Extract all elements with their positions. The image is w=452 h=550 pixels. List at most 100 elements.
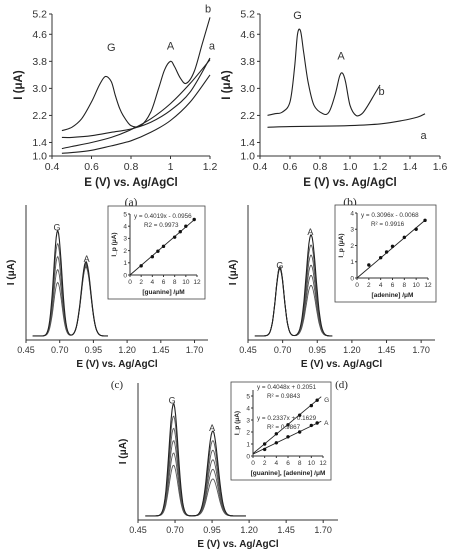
y-tick-label: 5.2 <box>32 9 47 21</box>
series-line-b <box>267 28 381 117</box>
series-line-2 <box>32 265 108 337</box>
x-tick-label: 1.0 <box>343 161 358 173</box>
y-tick-label: 1.0 <box>240 151 255 163</box>
x-tick-label: 0.6 <box>84 161 99 173</box>
x-tick-label: 0.8 <box>124 161 139 173</box>
x-tick-label: 1.20 <box>240 525 258 535</box>
inset-x-tick-label: 6 <box>286 460 290 467</box>
peak-label-G: G <box>53 223 60 233</box>
peak-label-A: A <box>209 423 215 433</box>
inset-equation-A: y = 0.2337x + 0.1629 <box>257 415 317 422</box>
x-axis-label: E (V) vs. Ag/AgCl <box>301 359 383 370</box>
peak-label-A: A <box>337 51 345 63</box>
inset-equation-G: y = 0.4048x + 0.2051 <box>257 384 317 391</box>
series-line-6 <box>145 402 246 517</box>
inset-x-tick-label: 10 <box>413 282 421 289</box>
series-line-b-return <box>61 57 211 139</box>
inset-y-tick-label: 1 <box>246 441 250 448</box>
y-tick-label: 4.6 <box>32 29 47 41</box>
y-tick-label: 4.6 <box>240 29 255 41</box>
x-tick-label: 0.45 <box>239 345 257 355</box>
y-tick-label: 2.2 <box>240 110 255 122</box>
inset-point-A <box>274 441 279 445</box>
inset-point-A <box>262 447 267 452</box>
peak-label-A: A <box>84 254 90 264</box>
y-axis-label: I (μA) <box>228 260 239 286</box>
inset-x-tick-label: 4 <box>151 279 155 286</box>
inset-point <box>172 235 177 239</box>
series-line-5 <box>32 229 108 337</box>
inset-frame <box>230 381 332 481</box>
panel-label: (c) <box>111 379 124 391</box>
inset-point <box>402 235 407 240</box>
inset-y-tick-label: 4 <box>350 210 354 217</box>
x-tick-label: 1 <box>168 161 174 173</box>
inset-point-G <box>286 423 290 427</box>
x-tick-label: 1.20 <box>118 345 136 355</box>
inset-point-A <box>315 421 319 425</box>
inset-x-tick-label: 6 <box>162 279 166 286</box>
inset-y-axis-label: I_p (μA) <box>111 232 118 256</box>
inset-point <box>161 244 166 249</box>
peak-label-G: G <box>107 42 116 54</box>
x-tick-label: 0.4 <box>253 161 268 173</box>
x-tick-label: 1.2 <box>373 161 388 173</box>
y-tick-label: 3.8 <box>240 56 255 68</box>
inset-point-A <box>297 430 302 434</box>
y-tick-label: 5.2 <box>240 9 255 21</box>
panel-c: 0.45 0.70 0.95 1.20 1.45 1.70 E (V) vs. Ag/AgC… <box>6 205 208 391</box>
inset-x-axis-label: [guanine] /μM <box>142 289 184 296</box>
x-tick-label: 0.70 <box>51 345 69 355</box>
x-tick-label: 1.70 <box>412 345 430 355</box>
panel-b: 0.4 0.6 0.8 1.0 1.2 1.4 1.6 1.0 1.4 2.2 3.0 3.8 4.6 5… <box>221 9 447 210</box>
x-tick-label: 1.45 <box>152 345 170 355</box>
inset-point <box>423 218 427 223</box>
curve-label-a: a <box>209 41 216 53</box>
inset-x-tick-label: 4 <box>379 282 383 289</box>
inset-y-tick-label: 5 <box>246 393 250 400</box>
curve-label-b: b <box>205 3 211 15</box>
inset-point <box>139 264 143 268</box>
inset-x-tick-label: 12 <box>424 282 432 289</box>
inset-point <box>414 227 418 231</box>
x-tick-label: 0.70 <box>166 525 184 535</box>
inset-point-G <box>309 403 314 408</box>
inset-point-A <box>309 423 314 428</box>
inset-y-axis-label: I_p (μA) <box>234 411 241 435</box>
peak-label-G: G <box>169 396 176 406</box>
y-axis-label: I (μA) <box>221 70 233 100</box>
axis-lines <box>51 14 210 157</box>
inset-x-tick-label: 2 <box>367 282 371 289</box>
inset-y-tick-label: 5 <box>123 211 127 218</box>
y-axis-label: I (μA) <box>6 260 17 286</box>
y-tick-label: 2.2 <box>32 110 47 122</box>
x-tick-label: 1.6 <box>433 161 448 173</box>
y-axis-label: I (μA) <box>118 439 129 465</box>
inset-x-tick-label: 10 <box>308 460 316 467</box>
inset-y-tick-label: 3 <box>123 236 127 243</box>
y-axis-label: I (μA) <box>13 70 25 100</box>
inset-r2-A: R² = 0.9867 <box>267 424 301 431</box>
series-line-1 <box>32 266 108 337</box>
inset-equation: y = 0.4019x - 0.0956 <box>134 213 192 220</box>
x-tick-label: 1.45 <box>277 525 295 535</box>
inset-point-G <box>262 442 267 446</box>
inset-x-tick-label: 2 <box>263 460 267 467</box>
x-tick-label: 0.45 <box>129 525 147 535</box>
series-line-a <box>267 113 426 128</box>
x-tick-label: 1.70 <box>186 345 204 355</box>
inset-r2: R² = 0.9916 <box>371 221 405 228</box>
inset-x-tick-label: 0 <box>251 460 255 467</box>
inset-y-tick-label: 3 <box>350 227 354 234</box>
inset-y-tick-label: 0 <box>246 453 250 460</box>
series-line-a <box>61 59 211 150</box>
inset-y-tick-label: 1 <box>123 260 127 267</box>
inset-point <box>184 224 188 228</box>
inset-r2: R2 = 0.9973 <box>144 222 179 229</box>
inset-point <box>390 244 395 249</box>
inset-y-tick-label: 4 <box>123 224 127 231</box>
x-axis-label: E (V) vs. Ag/AgCl <box>303 177 397 189</box>
x-tick-label: 0.95 <box>203 525 221 535</box>
curve-label-a: a <box>420 130 427 142</box>
